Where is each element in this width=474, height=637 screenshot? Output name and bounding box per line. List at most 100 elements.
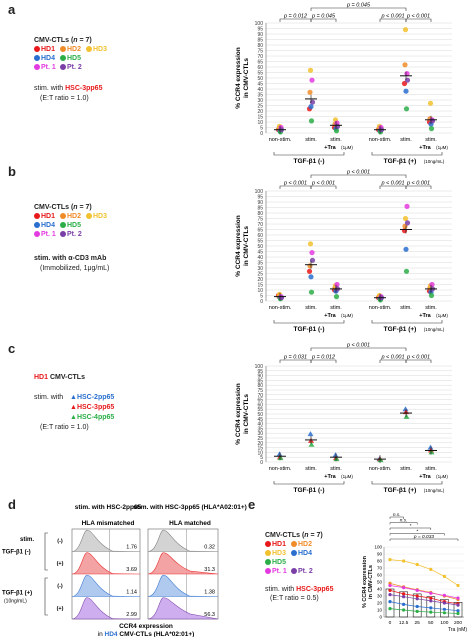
series-line (389, 559, 459, 586)
y-tick-label: 55 (257, 71, 263, 77)
p-value-label: p < 0.001 (380, 355, 404, 361)
legend-item: HD3 (86, 46, 112, 53)
y-tick-label: 50 (377, 580, 383, 585)
y-tick-label: 100 (374, 545, 382, 550)
data-point (308, 289, 315, 295)
p-value-label: p < 0.001 (311, 181, 335, 187)
mean-bar (412, 593, 422, 618)
tra-dose-label: (1μM) (436, 474, 448, 479)
row-bracket (44, 532, 48, 571)
data-point (388, 583, 392, 588)
p-value-label: p = 0.012 (311, 355, 335, 361)
y-tick-label: 15 (257, 446, 263, 452)
percent-label: 0.32 (204, 545, 215, 551)
y-tick-label: 5 (260, 126, 263, 132)
legend-item: Pt. 2 (291, 568, 317, 575)
panel-label-d: d (8, 497, 16, 512)
data-point (402, 608, 406, 612)
histogram-curve (71, 529, 141, 552)
y-tick-label: 20 (257, 277, 263, 283)
immob-label-b: (Immobilized, 1μg/mL) (40, 265, 110, 272)
x-tick-label: non-stim. (269, 466, 292, 472)
y-tick-label: 20 (257, 441, 263, 447)
x-axis-label: Tra (nM) (448, 627, 467, 633)
data-point (456, 609, 460, 613)
legend-item: HD3 (265, 550, 291, 557)
legend-dot (291, 550, 297, 556)
percent-label: 31.3 (204, 567, 215, 573)
data-point (404, 203, 410, 209)
stim-row-label: (-) (57, 539, 63, 545)
y-tick-label: 10 (377, 608, 383, 613)
tra-label: +Tra (324, 145, 336, 151)
y-tick-label: 95 (257, 27, 263, 33)
p-value-label: * (409, 523, 411, 529)
significance-bracket (405, 359, 432, 363)
legend-label: HD2 (298, 541, 313, 548)
x-tick-label: 25 (415, 620, 421, 626)
x-tick-label: non-stim. (369, 137, 392, 143)
peptide-legend-item: ▲HSC-3pp65 (70, 404, 114, 411)
y-tick-label: 0 (379, 615, 382, 620)
tra-dose-label: (1μM) (341, 145, 353, 150)
legend-label: Pt. 1 (41, 231, 56, 238)
p-value-label: p < 0.001 (283, 181, 307, 187)
x-axis-sublabel: in HD4 CMV-CTLs (HLA*02:01+) (98, 631, 195, 637)
data-point (429, 596, 433, 600)
x-tick-label: stim. (330, 137, 342, 143)
y-tick-label: 100 (255, 21, 264, 27)
data-point (427, 100, 434, 106)
data-point (308, 274, 314, 280)
y-tick-label: 70 (377, 566, 383, 571)
histogram-curve (147, 574, 219, 597)
group-bracket (371, 152, 443, 156)
y-tick-label: 45 (257, 417, 263, 423)
x-tick-label: stim. (425, 305, 437, 311)
data-point (428, 449, 435, 455)
legend-label: HD1 (41, 46, 56, 53)
data-point (309, 99, 316, 105)
percent-label: 1.38 (204, 590, 215, 596)
legend-row: HD4 HD5 (34, 222, 86, 229)
y-tick-label: 5 (260, 455, 263, 461)
p-value-label: n.s. (393, 513, 401, 518)
x-axis-label: CCR4 expression (119, 623, 173, 630)
legend-label: HD2 (67, 213, 82, 220)
data-point (307, 431, 314, 437)
group-bracket (273, 320, 345, 324)
y-tick-label: 5 (260, 294, 263, 300)
data-point (442, 574, 446, 578)
legend-item: HD3 (86, 213, 112, 220)
peptide-label: HSC-4pp65 (76, 414, 115, 421)
data-point (401, 80, 408, 87)
legend-dot (291, 541, 297, 547)
percent-label: 3.69 (126, 567, 137, 573)
y-tick-label: 40 (257, 87, 263, 93)
panel-label-b: b (8, 164, 16, 179)
tra-dose-label: (1μM) (341, 474, 353, 479)
data-point (388, 593, 392, 597)
p-value-label: p < 0.001 (346, 170, 370, 176)
x-tick-label: stim. (305, 466, 317, 472)
legend-label: HD2 (67, 46, 82, 53)
group-label: TGF-β1 (-) (293, 326, 324, 333)
y-tick-label: 30 (257, 266, 263, 272)
legend-item: HD2 (291, 541, 317, 548)
data-point (308, 104, 314, 110)
series-line (389, 590, 459, 605)
tra-dose-label: (1μM) (436, 145, 448, 150)
y-axis-label: in CMV-CTLs (368, 565, 374, 599)
data-point (309, 250, 315, 256)
legend-item: Pt. 1 (34, 231, 60, 238)
data-point (402, 215, 409, 222)
y-tick-label: 20 (377, 601, 383, 606)
p-value-label: p = 0.033 (413, 534, 434, 540)
title-c: HD1 CMV-CTLs (34, 374, 85, 381)
data-point (442, 611, 446, 615)
legend-dot (60, 213, 66, 219)
legend-item: Pt. 2 (60, 64, 86, 71)
y-tick-label: 90 (257, 200, 263, 206)
group-label: TGF-β1 (+) (384, 487, 417, 494)
ratio-label-c: (E:T ratio = 1.0) (40, 424, 89, 431)
data-point (388, 607, 392, 611)
